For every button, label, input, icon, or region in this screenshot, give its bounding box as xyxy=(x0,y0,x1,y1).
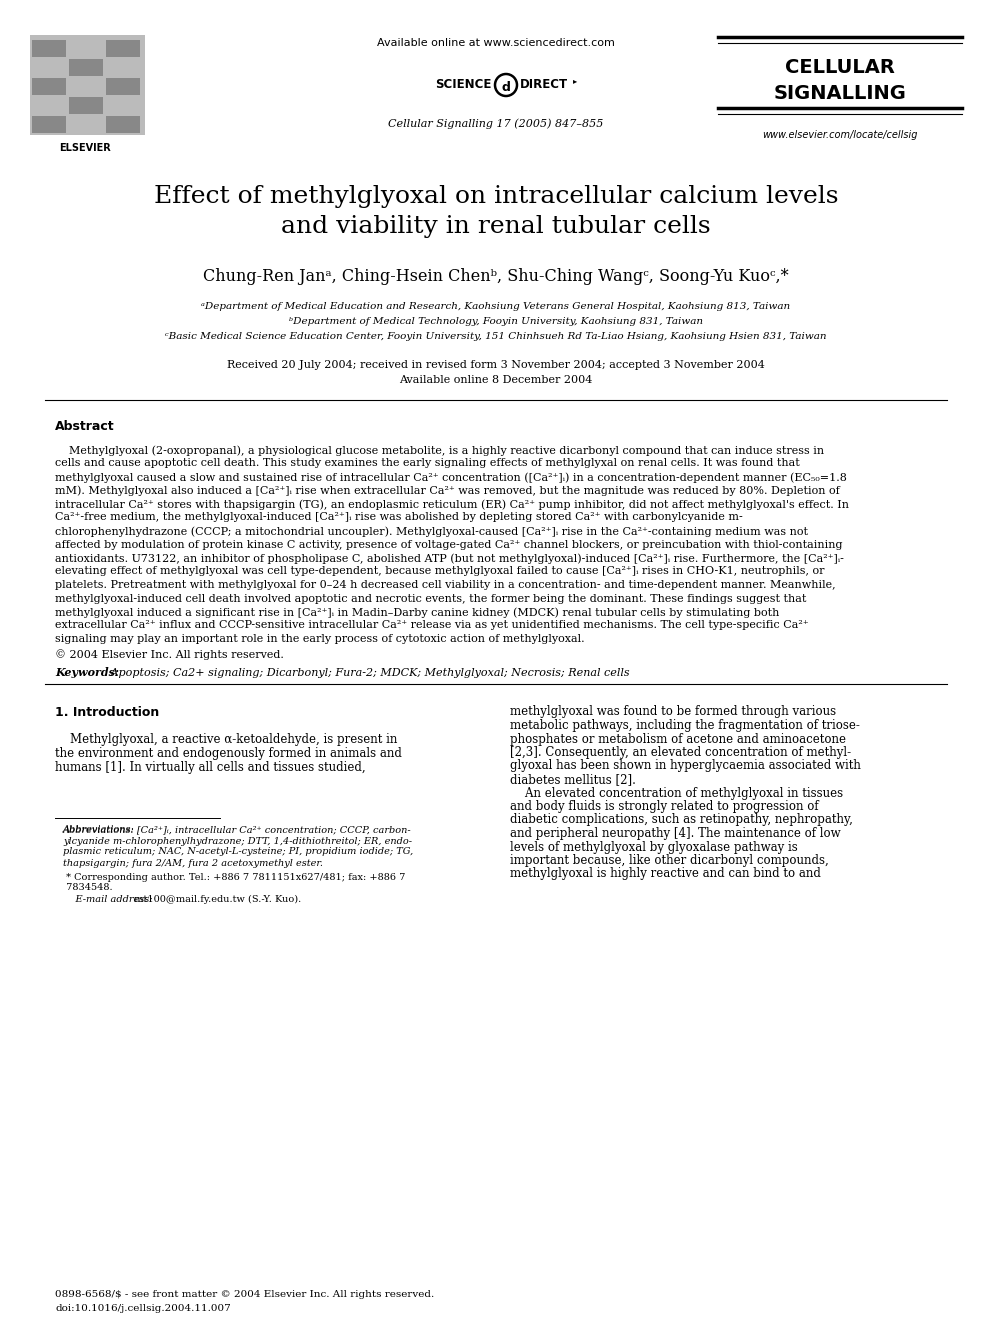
Text: Methylglyoxal, a reactive α-ketoaldehyde, is present in: Methylglyoxal, a reactive α-ketoaldehyde… xyxy=(55,733,398,746)
Text: Abbreviations: [Ca²⁺]ᵢ, intracellular Ca²⁺ concentration; CCCP, carbon-: Abbreviations: [Ca²⁺]ᵢ, intracellular Ca… xyxy=(63,826,412,835)
Text: platelets. Pretreatment with methylglyoxal for 0–24 h decreased cell viability i: platelets. Pretreatment with methylglyox… xyxy=(55,579,835,590)
Text: extracellular Ca²⁺ influx and CCCP-sensitive intracellular Ca²⁺ release via as y: extracellular Ca²⁺ influx and CCCP-sensi… xyxy=(55,620,808,631)
Text: Chung-Ren Janᵃ, Ching-Hsein Chenᵇ, Shu-Ching Wangᶜ, Soong-Yu Kuoᶜ,*: Chung-Ren Janᵃ, Ching-Hsein Chenᵇ, Shu-C… xyxy=(203,269,789,284)
Text: levels of methylglyoxal by glyoxalase pathway is: levels of methylglyoxal by glyoxalase pa… xyxy=(510,840,798,853)
Text: Apoptosis; Ca2+ signaling; Dicarbonyl; Fura-2; MDCK; Methylglyoxal; Necrosis; Re: Apoptosis; Ca2+ signaling; Dicarbonyl; F… xyxy=(107,668,630,677)
Bar xyxy=(69,60,103,75)
Text: Effect of methylglyoxal on intracellular calcium levels: Effect of methylglyoxal on intracellular… xyxy=(154,185,838,208)
Text: and viability in renal tubular cells: and viability in renal tubular cells xyxy=(281,216,711,238)
Text: methylglyoxal was found to be formed through various: methylglyoxal was found to be formed thr… xyxy=(510,705,836,718)
Bar xyxy=(106,116,140,134)
Text: Methylglyoxal (2-oxopropanal), a physiological glucose metabolite, is a highly r: Methylglyoxal (2-oxopropanal), a physiol… xyxy=(55,445,824,455)
Text: Available online 8 December 2004: Available online 8 December 2004 xyxy=(400,374,592,385)
Text: Cellular Signalling 17 (2005) 847–855: Cellular Signalling 17 (2005) 847–855 xyxy=(388,118,604,128)
Bar xyxy=(32,116,66,134)
Bar xyxy=(32,78,66,95)
Text: ᵇDepartment of Medical Technology, Fooyin University, Kaohsiung 831, Taiwan: ᵇDepartment of Medical Technology, Fooyi… xyxy=(289,318,703,325)
Text: methylglyoxal induced a significant rise in [Ca²⁺]ᵢ in Madin–Darby canine kidney: methylglyoxal induced a significant rise… xyxy=(55,607,780,618)
Bar xyxy=(106,78,140,95)
Text: Available online at www.sciencedirect.com: Available online at www.sciencedirect.co… xyxy=(377,38,615,48)
Text: ▸: ▸ xyxy=(573,75,577,85)
Text: plasmic reticulum; NAC, N-acetyl-L-cysteine; PI, propidium iodide; TG,: plasmic reticulum; NAC, N-acetyl-L-cyste… xyxy=(63,848,414,856)
Text: humans [1]. In virtually all cells and tissues studied,: humans [1]. In virtually all cells and t… xyxy=(55,761,366,774)
Text: doi:10.1016/j.cellsig.2004.11.007: doi:10.1016/j.cellsig.2004.11.007 xyxy=(55,1304,231,1312)
Text: Received 20 July 2004; received in revised form 3 November 2004; accepted 3 Nove: Received 20 July 2004; received in revis… xyxy=(227,360,765,370)
Text: SIGNALLING: SIGNALLING xyxy=(774,83,907,103)
Text: affected by modulation of protein kinase C activity, presence of voltage-gated C: affected by modulation of protein kinase… xyxy=(55,540,842,549)
Bar xyxy=(30,34,145,135)
Text: diabetes mellitus [2].: diabetes mellitus [2]. xyxy=(510,773,636,786)
Text: methylglyoxal-induced cell death involved apoptotic and necrotic events, the for: methylglyoxal-induced cell death involve… xyxy=(55,594,806,603)
Text: methylglyoxal is highly reactive and can bind to and: methylglyoxal is highly reactive and can… xyxy=(510,868,820,881)
Text: Abbreviations:: Abbreviations: xyxy=(63,826,135,835)
Text: www.elsevier.com/locate/cellsig: www.elsevier.com/locate/cellsig xyxy=(762,130,918,140)
Text: antioxidants. U73122, an inhibitor of phospholipase C, abolished ATP (but not me: antioxidants. U73122, an inhibitor of ph… xyxy=(55,553,844,564)
Text: d: d xyxy=(502,81,511,94)
Text: 7834548.: 7834548. xyxy=(63,884,113,893)
Text: methylglyoxal caused a slow and sustained rise of intracellular Ca²⁺ concentrati: methylglyoxal caused a slow and sustaine… xyxy=(55,472,847,483)
Text: [2,3]. Consequently, an elevated concentration of methyl-: [2,3]. Consequently, an elevated concent… xyxy=(510,746,851,759)
Text: cells and cause apoptotic cell death. This study examines the early signaling ef: cells and cause apoptotic cell death. Th… xyxy=(55,459,800,468)
Text: ᵃDepartment of Medical Education and Research, Kaohsiung Veterans General Hospit: ᵃDepartment of Medical Education and Res… xyxy=(201,302,791,311)
Text: diabetic complications, such as retinopathy, nephropathy,: diabetic complications, such as retinopa… xyxy=(510,814,853,827)
Text: 0898-6568/$ - see front matter © 2004 Elsevier Inc. All rights reserved.: 0898-6568/$ - see front matter © 2004 El… xyxy=(55,1290,434,1299)
Text: Ca²⁺-free medium, the methylglyoxal-induced [Ca²⁺]ᵢ rise was abolished by deplet: Ca²⁺-free medium, the methylglyoxal-indu… xyxy=(55,512,743,523)
Bar xyxy=(69,97,103,114)
Text: metabolic pathways, including the fragmentation of triose-: metabolic pathways, including the fragme… xyxy=(510,718,860,732)
Text: An elevated concentration of methylglyoxal in tissues: An elevated concentration of methylglyox… xyxy=(510,786,843,799)
Text: Abstract: Abstract xyxy=(55,419,115,433)
Text: 1. Introduction: 1. Introduction xyxy=(55,705,160,718)
Text: E-mail address:: E-mail address: xyxy=(63,894,153,904)
Text: glyoxal has been shown in hyperglycaemia associated with: glyoxal has been shown in hyperglycaemia… xyxy=(510,759,861,773)
Text: * Corresponding author. Tel.: +886 7 7811151x627/481; fax: +886 7: * Corresponding author. Tel.: +886 7 781… xyxy=(63,872,406,881)
Text: mM). Methylglyoxal also induced a [Ca²⁺]ᵢ rise when extracellular Ca²⁺ was remov: mM). Methylglyoxal also induced a [Ca²⁺]… xyxy=(55,486,840,496)
Text: signaling may play an important role in the early process of cytotoxic action of: signaling may play an important role in … xyxy=(55,634,584,644)
Text: elevating effect of methylglyoxal was cell type-dependent, because methylglyoxal: elevating effect of methylglyoxal was ce… xyxy=(55,566,824,577)
Text: mt100@mail.fy.edu.tw (S.-Y. Kuo).: mt100@mail.fy.edu.tw (S.-Y. Kuo). xyxy=(131,894,302,904)
Text: ᶜBasic Medical Science Education Center, Fooyin University, 151 Chinhsueh Rd Ta-: ᶜBasic Medical Science Education Center,… xyxy=(166,332,826,341)
Text: thapsigargin; fura 2/AM, fura 2 acetoxymethyl ester.: thapsigargin; fura 2/AM, fura 2 acetoxym… xyxy=(63,859,323,868)
Bar xyxy=(32,40,66,57)
Text: chlorophenylhydrazone (CCCP; a mitochondrial uncoupler). Methylglyoxal-caused [C: chlorophenylhydrazone (CCCP; a mitochond… xyxy=(55,527,808,537)
Text: important because, like other dicarbonyl compounds,: important because, like other dicarbonyl… xyxy=(510,855,828,867)
Text: and peripheral neuropathy [4]. The maintenance of low: and peripheral neuropathy [4]. The maint… xyxy=(510,827,840,840)
Text: SCIENCE: SCIENCE xyxy=(435,78,491,91)
Text: phosphates or metabolism of acetone and aminoacetone: phosphates or metabolism of acetone and … xyxy=(510,733,846,745)
Bar xyxy=(106,40,140,57)
Text: CELLULAR: CELLULAR xyxy=(785,58,895,77)
Text: DIRECT: DIRECT xyxy=(520,78,568,91)
Text: intracellular Ca²⁺ stores with thapsigargin (TG), an endoplasmic reticulum (ER) : intracellular Ca²⁺ stores with thapsigar… xyxy=(55,499,849,509)
Text: © 2004 Elsevier Inc. All rights reserved.: © 2004 Elsevier Inc. All rights reserved… xyxy=(55,650,284,660)
Text: and body fluids is strongly related to progression of: and body fluids is strongly related to p… xyxy=(510,800,818,814)
Text: ylcyanide m-chlorophenylhydrazone; DTT, 1,4-dithiothreitol; ER, endo-: ylcyanide m-chlorophenylhydrazone; DTT, … xyxy=(63,836,412,845)
Text: Keywords:: Keywords: xyxy=(55,668,119,679)
Text: the environment and endogenously formed in animals and: the environment and endogenously formed … xyxy=(55,747,402,759)
Text: ELSEVIER: ELSEVIER xyxy=(60,143,111,153)
